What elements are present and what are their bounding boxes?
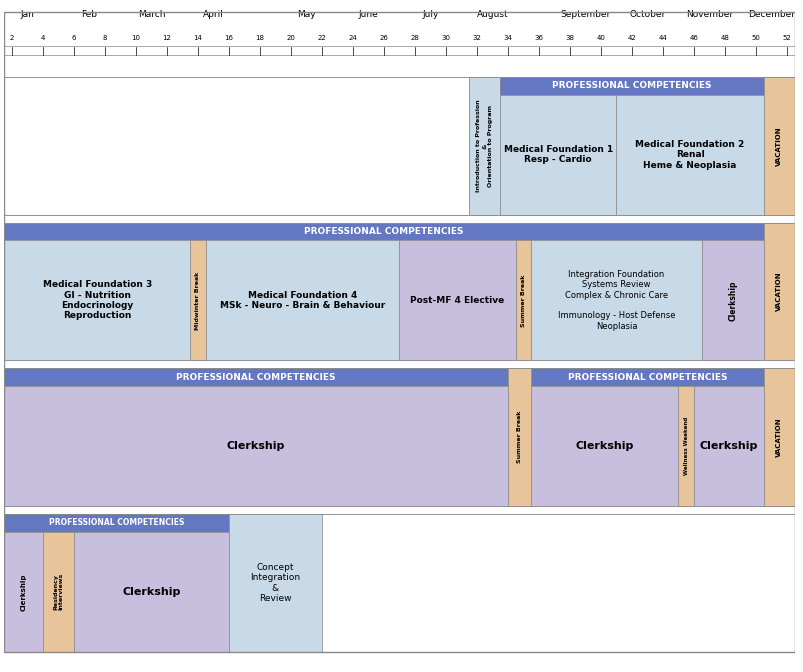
- Text: March: March: [137, 9, 165, 19]
- Text: December: December: [747, 9, 794, 19]
- Text: Integration Foundation
Systems Review
Complex & Chronic Care

Immunology - Host : Integration Foundation Systems Review Co…: [557, 270, 675, 331]
- Text: Clerkship: Clerkship: [21, 573, 26, 610]
- Text: 30: 30: [441, 34, 450, 40]
- FancyBboxPatch shape: [763, 368, 793, 506]
- Text: Midwinter Break: Midwinter Break: [195, 271, 200, 329]
- Text: Medical Foundation 4
MSk - Neuro - Brain & Behaviour: Medical Foundation 4 MSk - Neuro - Brain…: [220, 291, 385, 310]
- FancyBboxPatch shape: [4, 222, 763, 241]
- Text: PROFESSIONAL COMPETENCIES: PROFESSIONAL COMPETENCIES: [49, 519, 184, 528]
- Text: 40: 40: [596, 34, 605, 40]
- Text: 6: 6: [71, 34, 76, 40]
- Text: 28: 28: [410, 34, 419, 40]
- FancyBboxPatch shape: [4, 77, 469, 214]
- FancyBboxPatch shape: [4, 386, 507, 506]
- Text: Clerkship: Clerkship: [575, 441, 634, 451]
- FancyBboxPatch shape: [763, 77, 793, 214]
- Text: 18: 18: [255, 34, 264, 40]
- Text: 10: 10: [131, 34, 141, 40]
- Text: May: May: [297, 9, 316, 19]
- Text: Jan: Jan: [20, 9, 35, 19]
- Text: 14: 14: [194, 34, 202, 40]
- Text: 22: 22: [317, 34, 326, 40]
- Text: PROFESSIONAL COMPETENCIES: PROFESSIONAL COMPETENCIES: [176, 373, 336, 382]
- FancyBboxPatch shape: [4, 514, 229, 532]
- Text: October: October: [629, 9, 665, 19]
- Text: Post-MF 4 Elective: Post-MF 4 Elective: [410, 296, 504, 305]
- Text: 34: 34: [503, 34, 512, 40]
- FancyBboxPatch shape: [701, 241, 763, 360]
- Text: 2: 2: [10, 34, 14, 40]
- FancyBboxPatch shape: [399, 241, 515, 360]
- Text: 48: 48: [719, 34, 728, 40]
- Text: September: September: [560, 9, 609, 19]
- FancyBboxPatch shape: [499, 77, 763, 95]
- FancyBboxPatch shape: [4, 514, 793, 652]
- Text: Medical Foundation 2
Renal
Heme & Neoplasia: Medical Foundation 2 Renal Heme & Neopla…: [634, 140, 744, 169]
- Text: November: November: [685, 9, 732, 19]
- Text: Concept
Integration
&
Review: Concept Integration & Review: [250, 562, 300, 603]
- FancyBboxPatch shape: [190, 241, 206, 360]
- Text: 52: 52: [781, 34, 790, 40]
- Text: 38: 38: [565, 34, 573, 40]
- Text: Clerkship: Clerkship: [122, 587, 181, 597]
- Text: August: August: [476, 9, 507, 19]
- Text: 42: 42: [627, 34, 635, 40]
- Text: 12: 12: [162, 34, 171, 40]
- FancyBboxPatch shape: [74, 532, 229, 652]
- FancyBboxPatch shape: [763, 222, 793, 360]
- FancyBboxPatch shape: [531, 368, 763, 386]
- Text: 32: 32: [472, 34, 481, 40]
- Text: Feb: Feb: [81, 9, 97, 19]
- FancyBboxPatch shape: [469, 77, 499, 214]
- FancyBboxPatch shape: [515, 241, 531, 360]
- FancyBboxPatch shape: [229, 514, 321, 652]
- FancyBboxPatch shape: [206, 241, 399, 360]
- Text: 16: 16: [224, 34, 233, 40]
- Text: Summer Break: Summer Break: [520, 274, 525, 327]
- FancyBboxPatch shape: [616, 95, 763, 214]
- Text: Summer Break: Summer Break: [516, 411, 521, 464]
- Text: 8: 8: [103, 34, 107, 40]
- Text: VACATION: VACATION: [775, 271, 781, 311]
- Text: 36: 36: [534, 34, 543, 40]
- FancyBboxPatch shape: [43, 532, 74, 652]
- Text: Medical Foundation 3
GI - Nutrition
Endocrinology
Reproduction: Medical Foundation 3 GI - Nutrition Endo…: [43, 280, 152, 321]
- Text: Clerkship: Clerkship: [728, 280, 736, 321]
- FancyBboxPatch shape: [531, 241, 701, 360]
- FancyBboxPatch shape: [499, 95, 616, 214]
- FancyBboxPatch shape: [693, 386, 763, 506]
- Text: PROFESSIONAL COMPETENCIES: PROFESSIONAL COMPETENCIES: [567, 373, 726, 382]
- Text: 24: 24: [349, 34, 357, 40]
- Text: Wellness Weekend: Wellness Weekend: [683, 417, 688, 475]
- Text: Clerkship: Clerkship: [226, 441, 285, 451]
- Text: 46: 46: [689, 34, 698, 40]
- Text: Medical Foundation 1
Resp - Cardio: Medical Foundation 1 Resp - Cardio: [503, 145, 612, 165]
- Text: July: July: [422, 9, 438, 19]
- FancyBboxPatch shape: [678, 386, 693, 506]
- Text: 50: 50: [751, 34, 760, 40]
- FancyBboxPatch shape: [531, 386, 678, 506]
- Text: 44: 44: [658, 34, 666, 40]
- Text: PROFESSIONAL COMPETENCIES: PROFESSIONAL COMPETENCIES: [304, 227, 463, 236]
- Text: 20: 20: [286, 34, 295, 40]
- Text: Introduction to Profession
&
Orientation to Program: Introduction to Profession & Orientation…: [475, 99, 492, 192]
- Text: VACATION: VACATION: [775, 126, 781, 165]
- Text: June: June: [358, 9, 378, 19]
- Text: PROFESSIONAL COMPETENCIES: PROFESSIONAL COMPETENCIES: [552, 81, 711, 91]
- Text: 4: 4: [41, 34, 45, 40]
- Text: Residency
Interviews: Residency Interviews: [53, 573, 63, 610]
- Text: April: April: [202, 9, 223, 19]
- FancyBboxPatch shape: [4, 241, 190, 360]
- FancyBboxPatch shape: [4, 532, 43, 652]
- Text: 26: 26: [379, 34, 388, 40]
- Text: VACATION: VACATION: [775, 417, 781, 457]
- FancyBboxPatch shape: [4, 368, 507, 386]
- Text: Clerkship: Clerkship: [699, 441, 757, 451]
- FancyBboxPatch shape: [507, 368, 531, 506]
